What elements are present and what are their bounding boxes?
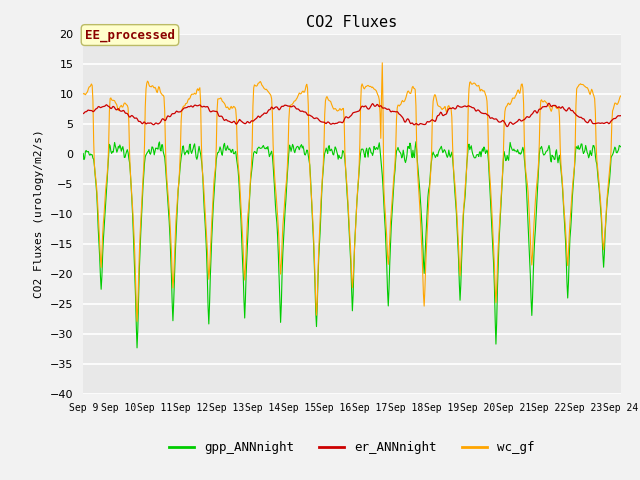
Legend: gpp_ANNnight, er_ANNnight, wc_gf: gpp_ANNnight, er_ANNnight, wc_gf xyxy=(164,436,540,459)
Y-axis label: CO2 Fluxes (urology/m2/s): CO2 Fluxes (urology/m2/s) xyxy=(35,129,44,298)
Title: CO2 Fluxes: CO2 Fluxes xyxy=(307,15,397,30)
Text: EE_processed: EE_processed xyxy=(85,28,175,42)
